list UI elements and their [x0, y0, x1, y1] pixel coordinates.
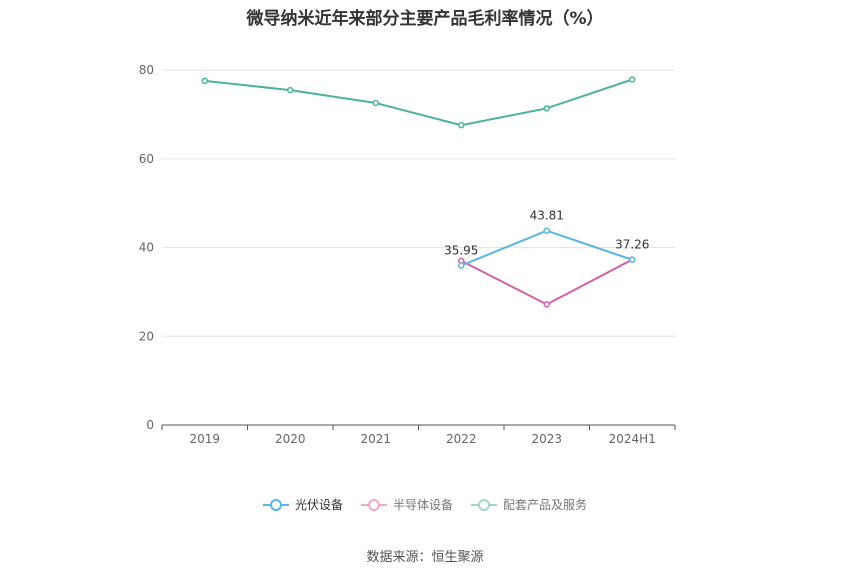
y-tick-label: 20 — [139, 329, 154, 343]
chart-title: 微导纳米近年来部分主要产品毛利率情况（%） — [246, 9, 604, 29]
data-point — [201, 77, 208, 85]
series-line — [460, 229, 633, 267]
legend-item-semiconductor[interactable]: 半导体设备 — [360, 496, 453, 513]
y-tick-label: 0 — [146, 418, 154, 432]
data-point — [629, 76, 636, 83]
series-line — [204, 78, 633, 127]
x-tick-label: 2024H1 — [609, 432, 656, 446]
legend-label-services: 配套产品及服务 — [503, 498, 588, 512]
legend-swatch-semiconductor — [360, 498, 387, 511]
data-point — [629, 256, 636, 263]
data-point — [543, 301, 550, 308]
legend-item-pv[interactable]: 光伏设备 — [262, 496, 343, 513]
data-point — [458, 121, 465, 129]
x-tick-label: 2022 — [446, 432, 477, 446]
legend-item-services[interactable]: 配套产品及服务 — [471, 496, 587, 513]
data-point — [372, 99, 379, 107]
x-tick-label: 2023 — [531, 432, 562, 446]
y-tick-label: 40 — [139, 241, 154, 255]
data-label: 35.95 — [444, 244, 478, 258]
y-tick-label: 80 — [139, 63, 154, 77]
data-source: 数据来源：恒生聚源 — [366, 550, 484, 565]
series-line — [460, 258, 633, 306]
legend: 光伏设备 半导体设备 配套产品及服务 — [0, 496, 850, 513]
legend-swatch-services — [471, 498, 497, 511]
y-tick-label: 60 — [139, 152, 154, 166]
legend-label-semiconductor: 半导体设备 — [392, 498, 453, 512]
legend-swatch-pv — [262, 498, 289, 511]
data-point — [458, 262, 465, 269]
x-tick-label: 2021 — [360, 432, 391, 446]
data-point — [287, 86, 294, 94]
data-label: 37.26 — [615, 238, 649, 252]
x-tick-label: 2019 — [189, 432, 220, 446]
x-tick-label: 2020 — [275, 432, 306, 446]
data-point — [543, 227, 550, 234]
legend-label-pv: 光伏设备 — [294, 498, 343, 512]
data-label: 43.81 — [530, 209, 564, 223]
data-point — [543, 105, 550, 112]
